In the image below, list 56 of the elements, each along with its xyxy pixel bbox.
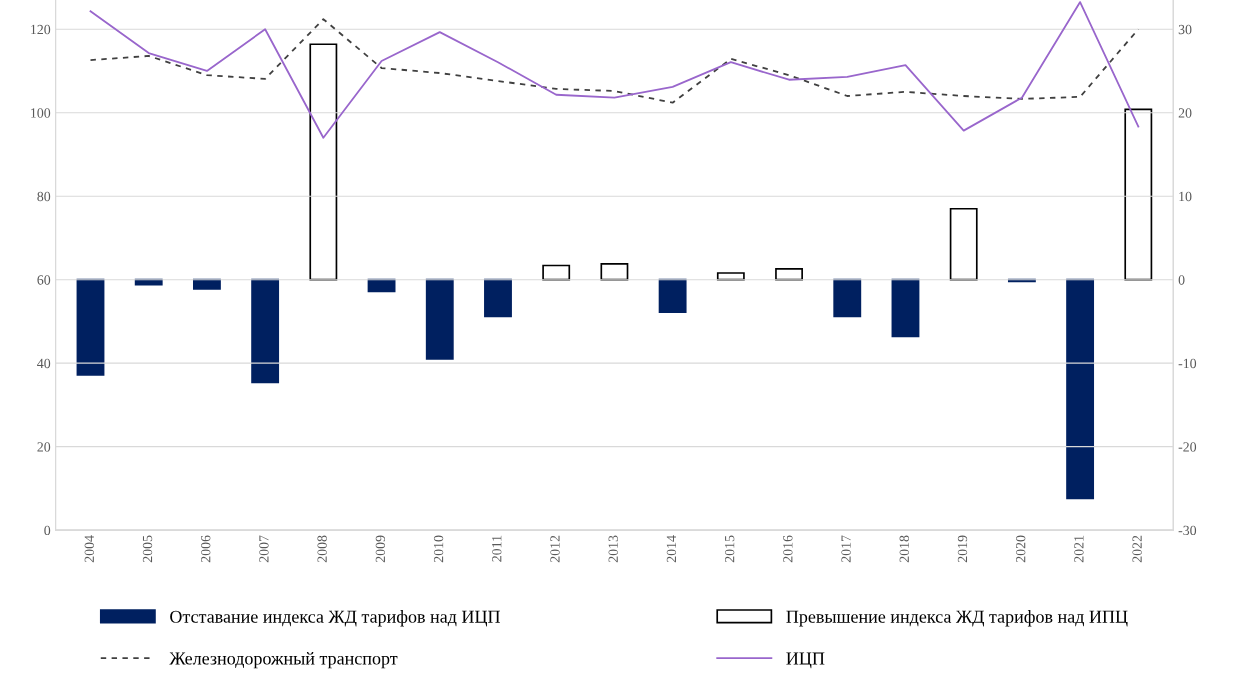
- y-tick-label: 120: [31, 24, 51, 35]
- bar: [1124, 108, 1153, 281]
- x-tick-label: 2008: [317, 535, 327, 563]
- bar: [309, 43, 338, 281]
- x-tick-label: 2013: [608, 535, 618, 563]
- bar: [716, 272, 745, 281]
- y-tick-label: 0: [44, 525, 51, 536]
- bar: [600, 262, 629, 281]
- y-tick-label: 100: [31, 108, 51, 118]
- bar: [891, 278, 920, 338]
- bar: [775, 267, 803, 281]
- bar: [542, 264, 571, 281]
- y-tick-label: 20: [37, 442, 51, 452]
- legend-label: Превышение индекса ЖД тарифов над ИПЦ: [786, 610, 1128, 627]
- x-tick-label: 2007: [259, 535, 269, 563]
- legend-label: ИЦП: [786, 652, 825, 669]
- line-series: [89, 1, 1140, 139]
- y2-tick-label: 10: [1179, 191, 1192, 202]
- y-tick-label: 80: [37, 191, 51, 202]
- x-tick-label: 2019: [957, 535, 968, 563]
- y-tick-label: 40: [37, 358, 51, 369]
- x-tick-label: 2009: [375, 535, 386, 563]
- bar: [425, 278, 454, 360]
- y2-tick-label: 20: [1178, 108, 1192, 118]
- y2-tick-label: -20: [1178, 442, 1197, 452]
- bar: [658, 278, 687, 314]
- y2-tick-label: -30: [1178, 525, 1197, 536]
- x-tick-label: 2012: [550, 535, 560, 563]
- bar: [949, 207, 978, 281]
- x-tick-label: 2017: [841, 535, 851, 563]
- bar: [251, 278, 280, 384]
- x-tick-label: 2021: [1074, 535, 1084, 563]
- y-tick-label: 60: [37, 275, 51, 285]
- legend-label: Железнодорожный транспорт: [169, 652, 398, 669]
- bar: [192, 278, 221, 290]
- x-tick-label: 2006: [201, 535, 211, 563]
- bar: [76, 278, 105, 376]
- x-tick-label: 2005: [142, 535, 153, 563]
- y2-tick-label: 30: [1178, 24, 1192, 35]
- y2-tick-label: 0: [1178, 275, 1185, 285]
- legend-label: Отставание индекса ЖД тарифов над ИЦП: [170, 610, 501, 627]
- bar: [1066, 278, 1095, 500]
- x-tick-label: 2010: [433, 535, 444, 563]
- y2-tick-label: -10: [1178, 358, 1197, 369]
- x-tick-label: 2020: [1016, 535, 1026, 563]
- bar: [484, 278, 512, 318]
- x-tick-label: 2018: [899, 535, 909, 563]
- x-tick-label: 2011: [492, 535, 502, 562]
- line-series: [89, 18, 1140, 104]
- x-tick-label: 2014: [666, 535, 677, 563]
- bar: [833, 278, 862, 318]
- x-tick-label: 2016: [783, 535, 793, 563]
- x-tick-label: 2022: [1132, 535, 1142, 563]
- x-tick-label: 2015: [724, 535, 735, 563]
- x-tick-label: 2004: [84, 535, 94, 563]
- bar: [134, 278, 163, 286]
